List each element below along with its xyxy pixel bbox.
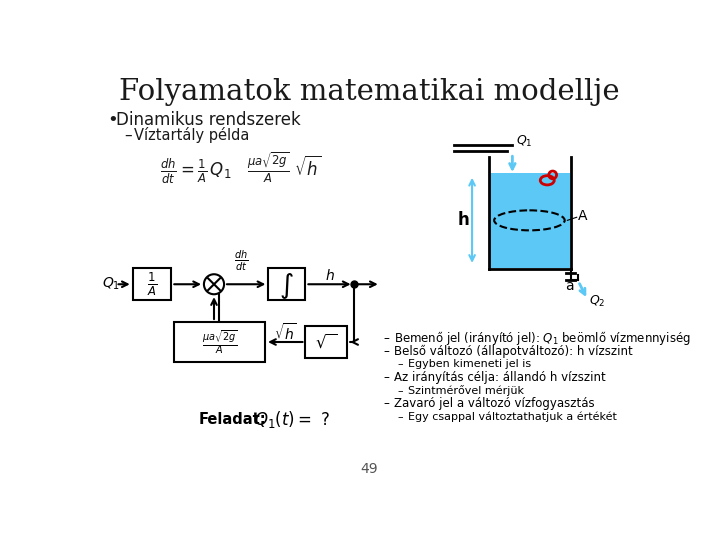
Text: Zavaró jel a változó vízfogyasztás: Zavaró jel a változó vízfogyasztás [394,397,595,410]
Text: $Q_1(t) = \ ?$: $Q_1(t) = \ ?$ [254,408,330,429]
Text: $Q_1$: $Q_1$ [516,134,533,150]
Text: Az irányítás célja: állandó h vízszint: Az irányítás célja: állandó h vízszint [394,371,606,384]
Text: Feladat:: Feladat: [199,411,266,427]
Text: –: – [384,371,394,384]
Text: Belső változó (állapotváltozó): h vízszint: Belső változó (állapotváltozó): h vízszi… [394,345,633,358]
Text: Folyamatok matematikai modellje: Folyamatok matematikai modellje [119,78,619,106]
Text: A: A [578,209,588,222]
Text: Dinamikus rendszerek: Dinamikus rendszerek [117,111,301,129]
Text: •: • [107,111,118,129]
Bar [132,268,171,300]
Text: –: – [398,411,408,422]
Text: $\frac{dh}{dt}$: $\frac{dh}{dt}$ [234,249,248,273]
Text: –: – [384,345,394,357]
Text: –: – [398,386,408,395]
Text: $\frac{1}{A}$: $\frac{1}{A}$ [147,271,157,298]
Text: $\int$: $\int$ [279,271,294,301]
Text: $\frac{\mu a\sqrt{2g}}{A}$: $\frac{\mu a\sqrt{2g}}{A}$ [202,328,237,356]
Text: –: – [398,359,408,369]
Text: Egy csappal változtathatjuk a értékét: Egy csappal változtathatjuk a értékét [408,411,616,422]
Text: Szintmérővel mérjük: Szintmérővel mérjük [408,385,523,396]
Bar [490,173,570,268]
Bar [269,268,305,300]
Text: –: – [384,397,394,410]
Text: $Q_2$: $Q_2$ [589,294,606,309]
Text: –: – [384,332,394,345]
Text: Víztartály példa: Víztartály példa [134,127,250,143]
Text: $\sqrt{\ }$: $\sqrt{\ }$ [315,333,338,352]
Text: $\sqrt{h}$: $\sqrt{h}$ [274,322,297,343]
Text: $Q_1$: $Q_1$ [102,276,120,293]
Text: $\frac{dh}{dt} = \frac{1}{A}\,Q_1\quad \frac{\mu a\sqrt{2g}}{A}\;\sqrt{h}$: $\frac{dh}{dt} = \frac{1}{A}\,Q_1\quad \… [161,151,322,186]
Text: –: – [124,127,132,143]
Bar [174,322,265,362]
Text: Bemenő jel (irányító jel): $Q_1$ beömlő vízmennyiség: Bemenő jel (irányító jel): $Q_1$ beömlő … [394,329,690,347]
Text: 49: 49 [360,462,378,476]
Text: $h$: $h$ [325,267,334,282]
Text: h: h [458,211,469,230]
Bar [305,326,347,358]
Text: Egyben kimeneti jel is: Egyben kimeneti jel is [408,359,531,369]
Text: a: a [564,279,573,293]
